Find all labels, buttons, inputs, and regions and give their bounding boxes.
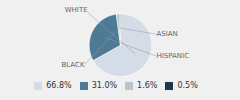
html-text:1.6%: 1.6%	[137, 81, 158, 90]
svg-text:BLACK: BLACK	[61, 61, 84, 69]
html-text:0.5%: 0.5%	[177, 81, 198, 90]
html-text:66.8%: 66.8%	[46, 81, 72, 90]
svg-text:WHITE: WHITE	[65, 6, 88, 14]
svg-text:HISPANIC: HISPANIC	[157, 52, 190, 60]
svg-text:ASIAN: ASIAN	[157, 30, 178, 38]
html-text:31.0%: 31.0%	[91, 81, 118, 90]
